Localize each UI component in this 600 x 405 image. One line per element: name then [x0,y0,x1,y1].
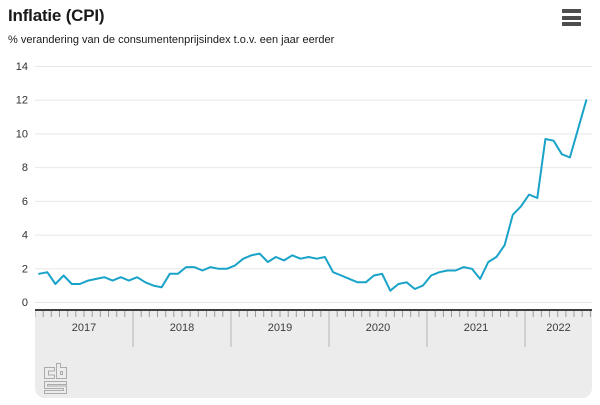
x-axis-panel: 2017 2018 2019 2020 2021 2022 [35,309,592,398]
svg-text:10: 10 [16,128,28,140]
x-axis-year-label: 2022 [546,322,571,334]
chart-title: Inflatie (CPI) [8,6,105,25]
x-axis-year-label: 2017 [71,322,97,334]
hamburger-icon [562,15,581,20]
x-axis-year-label: 2019 [267,322,293,334]
gridlines [35,66,592,303]
chart-subtitle: % verandering van de consumentenprijsind… [8,34,335,46]
svg-text:4: 4 [22,230,28,242]
chart-menu-button[interactable] [562,9,581,26]
svg-text:14: 14 [16,61,28,73]
hamburger-icon [562,9,581,13]
svg-text:0: 0 [22,297,28,309]
cbs-logo [44,363,67,394]
hamburger-icon [562,22,581,26]
svg-text:6: 6 [22,196,28,208]
svg-text:8: 8 [22,162,28,174]
svg-text:2: 2 [22,263,28,275]
x-axis-year-label: 2021 [463,322,489,334]
x-axis-year-label: 2020 [365,322,391,334]
inflation-line-series [38,99,588,292]
y-axis-labels: 0 2 4 6 8 10 12 14 [16,61,28,309]
x-axis-year-label: 2018 [169,322,195,334]
month-ticks [35,311,591,347]
svg-text:12: 12 [16,95,28,107]
